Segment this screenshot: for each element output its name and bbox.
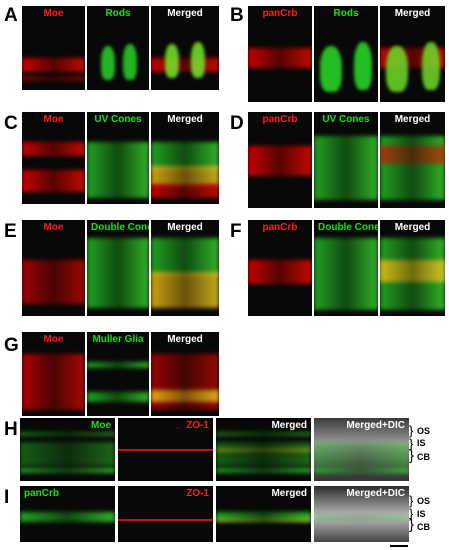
panel-h-merged-dic-image: Merged+DIC bbox=[314, 418, 409, 481]
panel-e-merged-image: Merged bbox=[151, 220, 219, 316]
panel-d-merged-image: Merged bbox=[380, 112, 445, 208]
layer-label-is-i: IS bbox=[417, 509, 426, 519]
brace-os-i: } bbox=[409, 493, 414, 508]
panel-g-label-3: Merged bbox=[167, 334, 203, 345]
panel-b-label-3: Merged bbox=[394, 8, 431, 19]
panel-g-letter: G bbox=[4, 335, 19, 356]
panel-b-label-1: panCrb bbox=[262, 8, 298, 19]
panel-h-label-3: Merged bbox=[271, 420, 307, 431]
panel-g-merged-image: Merged bbox=[151, 332, 219, 416]
panel-f-pancrb-image: panCrb bbox=[248, 220, 312, 316]
panel-i-zo1-image: ZO-1 bbox=[118, 486, 213, 542]
panel-f-letter: F bbox=[230, 221, 242, 242]
panel-e-label-3: Merged bbox=[167, 222, 203, 233]
panel-c-uvcones-image: UV Cones bbox=[87, 112, 149, 204]
panel-c-merged-image: Merged bbox=[151, 112, 219, 204]
panel-d-label-3: Merged bbox=[394, 114, 431, 125]
panel-i-merged-dic-image: Merged+DIC bbox=[314, 486, 409, 542]
panel-d-label-2: UV Cones bbox=[322, 114, 370, 125]
panel-c-letter: C bbox=[4, 113, 18, 134]
panel-c-label-1: Moe bbox=[43, 114, 64, 125]
panel-h-moe-image: Moe bbox=[20, 418, 115, 481]
panel-b-rods-image: Rods bbox=[314, 6, 378, 102]
panel-g-moe-image: Moe bbox=[22, 332, 85, 416]
layer-label-cb-h: CB bbox=[417, 452, 430, 462]
panel-a-moe-image: Moe bbox=[22, 6, 85, 90]
panel-e-label-1: Moe bbox=[43, 222, 64, 233]
panel-g-mullerglia-image: Muller Glia bbox=[87, 332, 149, 416]
panel-a-label-1: Moe bbox=[43, 8, 64, 19]
panel-i-label-2: ZO-1 bbox=[186, 488, 209, 499]
panel-e-letter: E bbox=[4, 221, 17, 242]
panel-d-pancrb-image: panCrb bbox=[248, 112, 312, 208]
layer-label-os-i: OS bbox=[417, 496, 431, 506]
brace-is-h: } bbox=[409, 436, 414, 451]
panel-h-zo1-image: ZO-1 bbox=[118, 418, 213, 481]
panel-e-doublecones-image: Double Cones bbox=[87, 220, 149, 316]
panel-f-label-3: Merged bbox=[394, 222, 431, 233]
panel-i-letter: I bbox=[4, 487, 10, 508]
panel-i-pancrb-image: panCrb bbox=[20, 486, 115, 542]
panel-e-moe-image: Moe bbox=[22, 220, 85, 316]
panel-g-label-2: Muller Glia bbox=[92, 334, 144, 345]
brace-os-h: } bbox=[409, 423, 414, 438]
panel-h-label-4: Merged+DIC bbox=[346, 420, 405, 431]
scale-bar bbox=[390, 545, 408, 547]
panel-b-merged-image: Merged bbox=[380, 6, 445, 102]
panel-h-letter: H bbox=[4, 419, 18, 440]
panel-h-label-2: ZO-1 bbox=[186, 420, 209, 431]
panel-c-label-2: UV Cones bbox=[94, 114, 142, 125]
panel-a-letter: A bbox=[4, 5, 18, 26]
panel-h-merged-image: Merged bbox=[216, 418, 311, 481]
layer-label-is-h: IS bbox=[417, 438, 426, 448]
brace-cb-h: } bbox=[409, 447, 415, 464]
panel-b-letter: B bbox=[230, 5, 244, 26]
panel-i-label-3: Merged bbox=[271, 488, 307, 499]
panel-c-label-3: Merged bbox=[167, 114, 203, 125]
panel-f-doublecones-image: Double Cones bbox=[314, 220, 378, 316]
layer-label-os-h: OS bbox=[417, 426, 431, 436]
layer-label-cb-i: CB bbox=[417, 522, 430, 532]
brace-is-i: } bbox=[409, 506, 414, 521]
panel-a-label-2: Rods bbox=[105, 8, 131, 19]
panel-i-merged-image: Merged bbox=[216, 486, 311, 542]
panel-a-label-3: Merged bbox=[167, 8, 203, 19]
panel-g-label-1: Moe bbox=[43, 334, 64, 345]
panel-b-label-2: Rods bbox=[333, 8, 359, 19]
panel-a-merged-image: Merged bbox=[151, 6, 219, 90]
panel-f-merged-image: Merged bbox=[380, 220, 445, 316]
panel-a-rods-image: Rods bbox=[87, 6, 149, 90]
panel-h-label-1: Moe bbox=[91, 420, 111, 431]
panel-d-letter: D bbox=[230, 113, 244, 134]
panel-i-label-1: panCrb bbox=[24, 488, 59, 499]
panel-d-label-1: panCrb bbox=[262, 114, 298, 125]
brace-cb-i: } bbox=[409, 516, 415, 533]
panel-b-pancrb-image: panCrb bbox=[248, 6, 312, 102]
panel-c-moe-image: Moe bbox=[22, 112, 85, 204]
panel-f-label-1: panCrb bbox=[262, 222, 298, 233]
panel-d-uvcones-image: UV Cones bbox=[314, 112, 378, 208]
panel-e-label-2: Double Cones bbox=[91, 222, 149, 233]
panel-i-label-4: Merged+DIC bbox=[346, 488, 405, 499]
panel-f-label-2: Double Cones bbox=[318, 222, 378, 233]
